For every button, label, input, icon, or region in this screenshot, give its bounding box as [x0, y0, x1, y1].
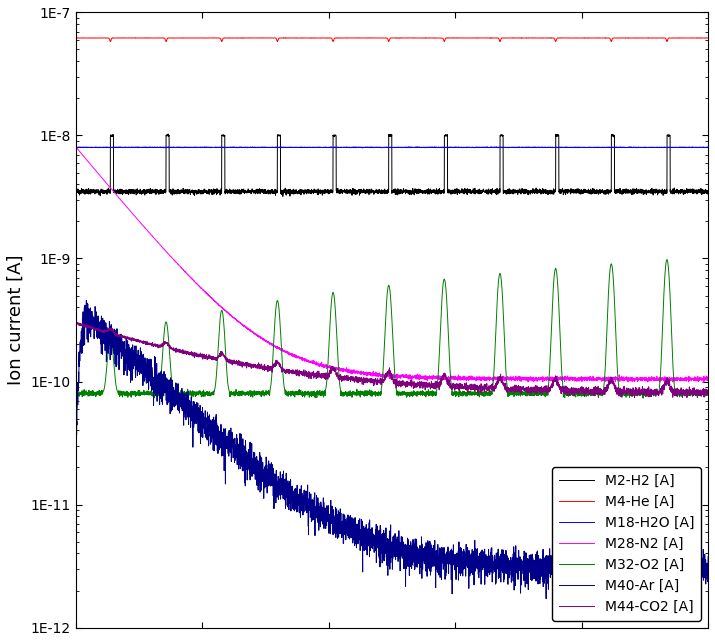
M32-O2 [A] [638, 394, 647, 402]
M28-N2 [A] [483, 377, 491, 385]
M2-H2 [A] [187, 187, 195, 195]
M18-H2O [A] [704, 143, 712, 151]
M32-O2 [A] [450, 391, 459, 399]
M4-He [A] [450, 34, 459, 42]
Line: M28-N2 [A]: M28-N2 [A] [76, 147, 708, 383]
M28-N2 [A] [450, 376, 459, 383]
M32-O2 [A] [591, 391, 600, 399]
M32-O2 [A] [543, 391, 552, 399]
Line: M40-Ar [A]: M40-Ar [A] [76, 300, 708, 599]
M4-He [A] [72, 34, 80, 42]
Line: M18-H2O [A]: M18-H2O [A] [76, 147, 708, 148]
Line: M2-H2 [A]: M2-H2 [A] [76, 134, 708, 196]
M40-Ar [A] [313, 496, 322, 503]
M28-N2 [A] [72, 143, 80, 150]
M4-He [A] [591, 34, 600, 42]
M2-H2 [A] [451, 188, 460, 196]
M4-He [A] [487, 34, 495, 42]
M18-H2O [A] [186, 143, 194, 151]
M44-CO2 [A] [483, 387, 491, 395]
M40-Ar [A] [704, 553, 712, 561]
M32-O2 [A] [186, 390, 194, 398]
M2-H2 [A] [279, 192, 287, 200]
M2-H2 [A] [164, 130, 172, 138]
M28-N2 [A] [313, 359, 322, 367]
M40-Ar [A] [187, 424, 195, 431]
M18-H2O [A] [450, 143, 459, 151]
M32-O2 [A] [704, 388, 712, 396]
M40-Ar [A] [450, 551, 459, 559]
M2-H2 [A] [72, 189, 80, 197]
M40-Ar [A] [82, 296, 91, 304]
M28-N2 [A] [186, 273, 194, 281]
M40-Ar [A] [543, 565, 552, 572]
M28-N2 [A] [591, 376, 600, 383]
M4-He [A] [483, 34, 491, 42]
Line: M32-O2 [A]: M32-O2 [A] [76, 260, 708, 398]
M4-He [A] [313, 34, 322, 42]
M18-H2O [A] [483, 143, 491, 151]
M2-H2 [A] [704, 190, 712, 197]
M2-H2 [A] [543, 188, 552, 196]
Line: M4-He [A]: M4-He [A] [76, 38, 708, 42]
M18-H2O [A] [591, 143, 600, 151]
M44-CO2 [A] [450, 381, 459, 388]
M44-CO2 [A] [683, 394, 691, 401]
M32-O2 [A] [72, 388, 80, 396]
Y-axis label: Ion current [A]: Ion current [A] [7, 255, 25, 385]
M28-N2 [A] [699, 379, 708, 386]
M28-N2 [A] [704, 375, 712, 383]
M2-H2 [A] [591, 188, 600, 196]
M40-Ar [A] [591, 557, 600, 565]
M18-H2O [A] [490, 143, 498, 150]
M44-CO2 [A] [313, 371, 322, 379]
M40-Ar [A] [483, 553, 491, 561]
M44-CO2 [A] [72, 318, 80, 326]
M32-O2 [A] [313, 387, 322, 395]
Legend: M2-H2 [A], M4-He [A], M18-H2O [A], M28-N2 [A], M32-O2 [A], M40-Ar [A], M44-CO2 [: M2-H2 [A], M4-He [A], M18-H2O [A], M28-N… [552, 467, 701, 620]
M32-O2 [A] [483, 390, 491, 398]
M2-H2 [A] [483, 187, 491, 195]
M18-H2O [A] [313, 143, 322, 151]
M4-He [A] [543, 34, 552, 42]
M2-H2 [A] [313, 186, 322, 194]
M44-CO2 [A] [72, 320, 80, 327]
M18-H2O [A] [243, 144, 252, 152]
M44-CO2 [A] [591, 387, 600, 395]
M32-O2 [A] [663, 256, 671, 264]
M44-CO2 [A] [187, 350, 195, 358]
M4-He [A] [704, 34, 712, 42]
M40-Ar [A] [72, 556, 80, 563]
M18-H2O [A] [72, 143, 80, 151]
M28-N2 [A] [543, 373, 552, 381]
M44-CO2 [A] [543, 389, 552, 397]
M40-Ar [A] [542, 595, 551, 602]
M4-He [A] [663, 38, 671, 46]
M4-He [A] [186, 34, 194, 42]
Line: M44-CO2 [A]: M44-CO2 [A] [76, 322, 708, 397]
M18-H2O [A] [543, 143, 552, 151]
M44-CO2 [A] [704, 388, 712, 395]
